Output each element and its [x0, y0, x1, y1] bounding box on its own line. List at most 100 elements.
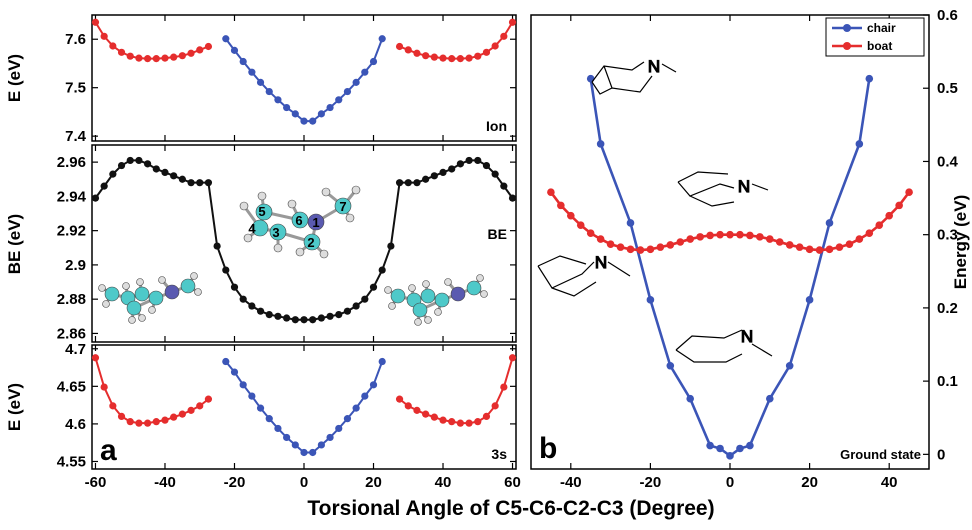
- molecule-right-atom-N: [450, 286, 466, 302]
- data-point-a-be-0-15: [222, 266, 230, 274]
- data-point-a-ion-0-2: [239, 57, 247, 66]
- data-point-a-be-0-38: [422, 175, 430, 183]
- ground-state-tag: Ground state: [840, 447, 921, 462]
- data-point-a-3s-1-2: [109, 402, 117, 410]
- data-point-a-3s-0-16: [361, 392, 369, 400]
- atom-label-4: 4: [248, 221, 256, 236]
- ytick-label-b: 0.5: [937, 80, 958, 97]
- molecule-left-atom-C: [134, 286, 150, 302]
- ytick-label-b: 0.3: [937, 227, 958, 244]
- data-point-a-ion-1-4: [126, 52, 134, 60]
- data-point-a-ion-2-1: [404, 46, 412, 54]
- molecule-right-atom-H: [414, 318, 422, 326]
- data-point-b-1-15: [696, 233, 704, 241]
- ytick-label-a-be: 2.88: [57, 291, 86, 308]
- molecule-right-atom-C: [390, 288, 406, 304]
- data-point-a-3s-2-11: [491, 402, 499, 410]
- data-point-b-1-29: [835, 243, 844, 251]
- data-point-a-ion-1-7: [152, 55, 160, 63]
- data-point-a-be-0-41: [448, 165, 456, 173]
- data-point-a-3s-1-6: [144, 419, 152, 427]
- data-point-a-3s-1-7: [152, 418, 160, 426]
- data-point-a-3s-1-5: [135, 419, 143, 427]
- data-point-a-be-0-35: [395, 179, 404, 187]
- data-point-a-3s-1-4: [126, 418, 134, 426]
- legend-chair-marker: [843, 24, 851, 32]
- data-point-a-ion-2-8: [465, 54, 473, 62]
- data-point-a-3s-2-6: [448, 418, 456, 426]
- data-point-a-be-0-23: [291, 316, 299, 324]
- data-point-a-ion-0-1: [230, 46, 239, 54]
- molecule-left-atom-H: [128, 316, 136, 324]
- data-point-a-be-0-16: [230, 283, 239, 291]
- data-point-a-ion-1-3: [117, 48, 126, 56]
- skeletal-boat-mid-n: N: [738, 177, 750, 196]
- data-point-a-ion-2-5: [439, 54, 447, 62]
- ytick-label-a-ion: 7.4: [65, 128, 87, 145]
- skeletal-structures: N N N N: [537, 56, 773, 363]
- data-point-b-0-4: [666, 361, 675, 370]
- data-point-a-ion-1-5: [135, 54, 143, 62]
- data-point-a-ion-0-10: [309, 117, 317, 125]
- data-point-b-1-27: [815, 246, 824, 254]
- data-point-b-0-14: [825, 219, 834, 227]
- data-point-a-be-0-8: [161, 168, 169, 177]
- data-point-a-be-0-48: [508, 194, 517, 202]
- skeletal-twist-left: [537, 255, 631, 297]
- data-point-a-3s-2-3: [422, 410, 430, 418]
- legend-box: [825, 17, 925, 57]
- data-point-b-0-6: [706, 441, 714, 450]
- data-point-b-1-8: [626, 245, 635, 254]
- data-point-a-be-0-19: [256, 307, 265, 315]
- data-point-a-ion-2-12: [500, 32, 508, 40]
- xtick-label-b: -20: [640, 474, 662, 491]
- molecule-left-atom-C: [148, 290, 164, 306]
- data-point-b-1-34: [885, 211, 893, 220]
- molecule-right-atom-C: [466, 280, 482, 296]
- data-point-b-1-23: [775, 238, 784, 246]
- data-point-a-ion-1-13: [204, 42, 213, 51]
- data-point-a-be-0-43: [465, 156, 473, 165]
- molecule-left-atom-H: [102, 300, 110, 308]
- data-point-a-3s-2-0: [395, 395, 404, 403]
- ytick-label-a-3s: 4.55: [57, 453, 86, 470]
- xtick-label-b: 0: [726, 474, 734, 491]
- skeletal-boat-mid: [677, 171, 769, 207]
- molecule-structures: 1 2 3 45 6 7: [98, 185, 488, 326]
- data-point-a-ion-0-7: [283, 103, 291, 112]
- molecule-center-atom-C: [291, 211, 309, 229]
- data-point-b-1-13: [676, 238, 685, 246]
- molecule-right-atom-C: [434, 292, 450, 308]
- molecule-center-atom-C: [251, 219, 269, 237]
- data-point-a-3s-1-0: [91, 354, 100, 362]
- data-point-a-ion-0-6: [274, 96, 282, 104]
- data-point-a-ion-1-11: [187, 49, 195, 57]
- data-point-b-1-16: [706, 231, 714, 240]
- data-point-a-be-0-32: [369, 283, 378, 291]
- molecule-right-atom-H: [388, 302, 396, 310]
- xtick-label-a-3s: -20: [224, 474, 246, 491]
- data-point-a-be-0-33: [378, 266, 386, 274]
- ytick-label-a-be: 2.96: [57, 154, 86, 171]
- data-point-a-3s-0-11: [317, 441, 325, 449]
- atom-label-7: 7: [339, 199, 346, 214]
- data-point-b-1-31: [855, 235, 864, 243]
- data-point-a-be-0-13: [204, 179, 213, 187]
- atom-label-6: 6: [295, 213, 302, 228]
- data-point-b-0-0: [586, 74, 595, 83]
- data-point-a-3s-0-7: [283, 433, 291, 442]
- data-point-b-1-7: [616, 243, 625, 251]
- molecule-center-atom-C: [303, 233, 321, 251]
- data-point-a-3s-2-8: [465, 419, 473, 427]
- data-point-a-be-0-45: [482, 161, 491, 170]
- data-point-a-3s-1-13: [204, 395, 213, 403]
- data-point-a-be-0-10: [178, 175, 186, 183]
- data-point-a-ion-0-9: [300, 117, 308, 125]
- ytick-label-a-3s: 4.6: [65, 416, 86, 433]
- molecule-left-atom-H: [148, 306, 156, 314]
- data-point-a-be-0-18: [248, 302, 256, 310]
- data-point-a-3s-0-1: [230, 368, 239, 376]
- data-point-b-0-11: [766, 394, 774, 403]
- skeletal-chair-low-n: N: [741, 327, 753, 346]
